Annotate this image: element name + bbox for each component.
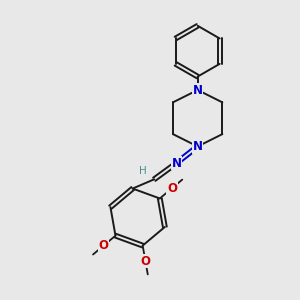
Text: O: O [167, 182, 177, 195]
Text: N: N [193, 140, 202, 153]
Text: O: O [140, 255, 150, 268]
Text: H: H [139, 166, 146, 176]
Text: N: N [193, 83, 202, 97]
Text: N: N [172, 157, 182, 169]
Text: O: O [98, 239, 108, 252]
